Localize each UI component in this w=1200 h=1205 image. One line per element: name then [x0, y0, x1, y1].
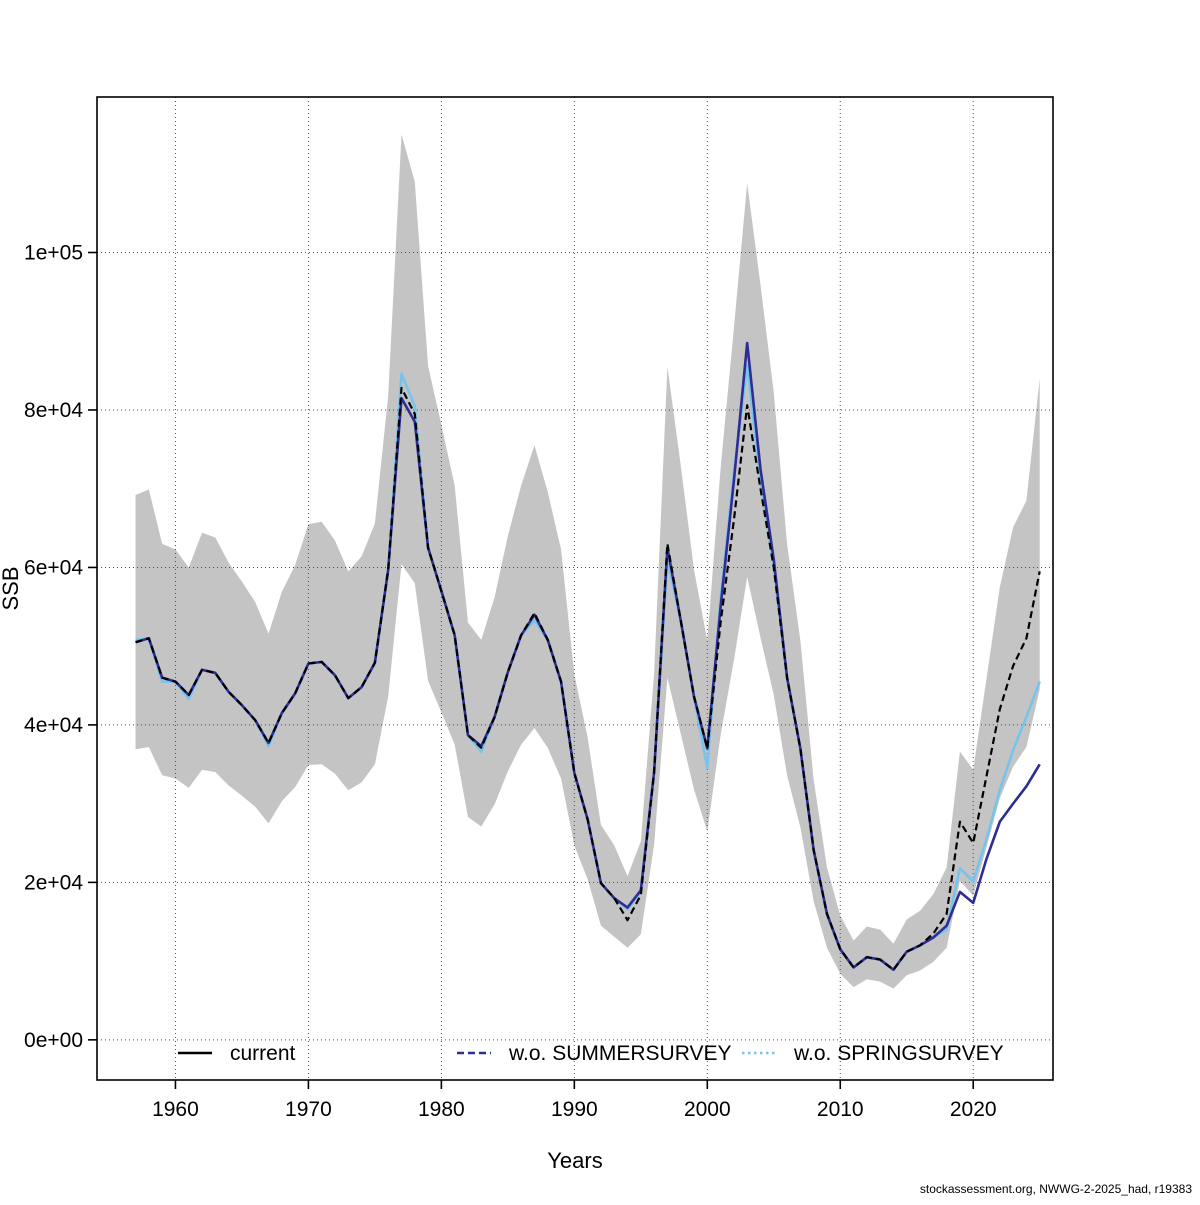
y-tick-label: 1e+05 [24, 242, 83, 265]
x-tick-label: 1980 [418, 1098, 465, 1121]
legend-label: w.o. SUMMERSURVEY [508, 1042, 732, 1065]
y-tick-label: 4e+04 [24, 714, 83, 737]
y-tick-label: 0e+00 [24, 1029, 83, 1052]
x-tick-label: 1960 [152, 1098, 199, 1121]
x-tick-label: 2020 [950, 1098, 997, 1121]
x-tick-label: 1990 [551, 1098, 598, 1121]
x-axis-title: Years [547, 1148, 602, 1173]
confidence-band [135, 134, 1040, 989]
y-axis-title: SSB [0, 566, 23, 610]
x-tick-label: 2000 [684, 1098, 731, 1121]
legend-label: w.o. SPRINGSURVEY [793, 1042, 1004, 1065]
legend-label: current [230, 1042, 296, 1065]
y-tick-label: 6e+04 [24, 556, 83, 579]
y-tick-label: 8e+04 [24, 399, 83, 422]
y-tick-label: 2e+04 [24, 871, 83, 894]
x-tick-label: 1970 [285, 1098, 332, 1121]
series-line-current [135, 386, 1041, 971]
x-tick-label: 2010 [817, 1098, 864, 1121]
footer-attribution: stockassessment.org, NWWG-2-2025_had, r1… [919, 1182, 1192, 1196]
